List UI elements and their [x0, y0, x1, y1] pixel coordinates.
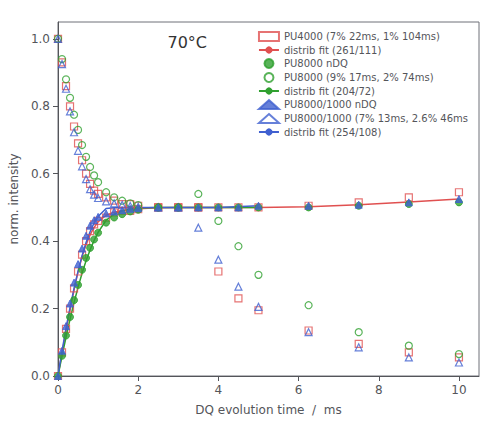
svg-text:PU8000 (9% 17ms, 2% 74ms): PU8000 (9% 17ms, 2% 74ms)	[284, 72, 434, 83]
svg-text:0.0: 0.0	[31, 369, 50, 383]
svg-text:0: 0	[54, 383, 62, 397]
svg-text:1.0: 1.0	[31, 32, 50, 46]
svg-text:PU4000 (7% 22ms, 1% 104ms): PU4000 (7% 22ms, 1% 104ms)	[284, 31, 440, 42]
svg-text:0.6: 0.6	[31, 167, 50, 181]
svg-text:DQ evolution time / ms: DQ evolution time / ms	[195, 403, 341, 417]
svg-text:4: 4	[215, 383, 223, 397]
svg-text:distrib fit (204/72): distrib fit (204/72)	[284, 86, 375, 97]
svg-text:PU8000/1000 nDQ: PU8000/1000 nDQ	[284, 99, 377, 110]
svg-text:0.2: 0.2	[31, 302, 50, 316]
svg-text:2: 2	[134, 383, 142, 397]
svg-text:0.4: 0.4	[31, 234, 50, 248]
svg-text:distrib fit (261/111): distrib fit (261/111)	[284, 45, 382, 56]
svg-text:6: 6	[295, 383, 303, 397]
svg-text:10: 10	[451, 383, 466, 397]
svg-text:PU8000 nDQ: PU8000 nDQ	[284, 58, 348, 69]
svg-text:70°C: 70°C	[167, 33, 207, 52]
svg-text:0.8: 0.8	[31, 99, 50, 113]
svg-text:distrib fit (254/108): distrib fit (254/108)	[284, 127, 382, 138]
svg-text:8: 8	[375, 383, 383, 397]
svg-text:PU8000/1000 (7% 13ms, 2.6% 46m: PU8000/1000 (7% 13ms, 2.6% 46ms	[284, 113, 468, 124]
svg-text:norm. intensity: norm. intensity	[7, 153, 21, 244]
